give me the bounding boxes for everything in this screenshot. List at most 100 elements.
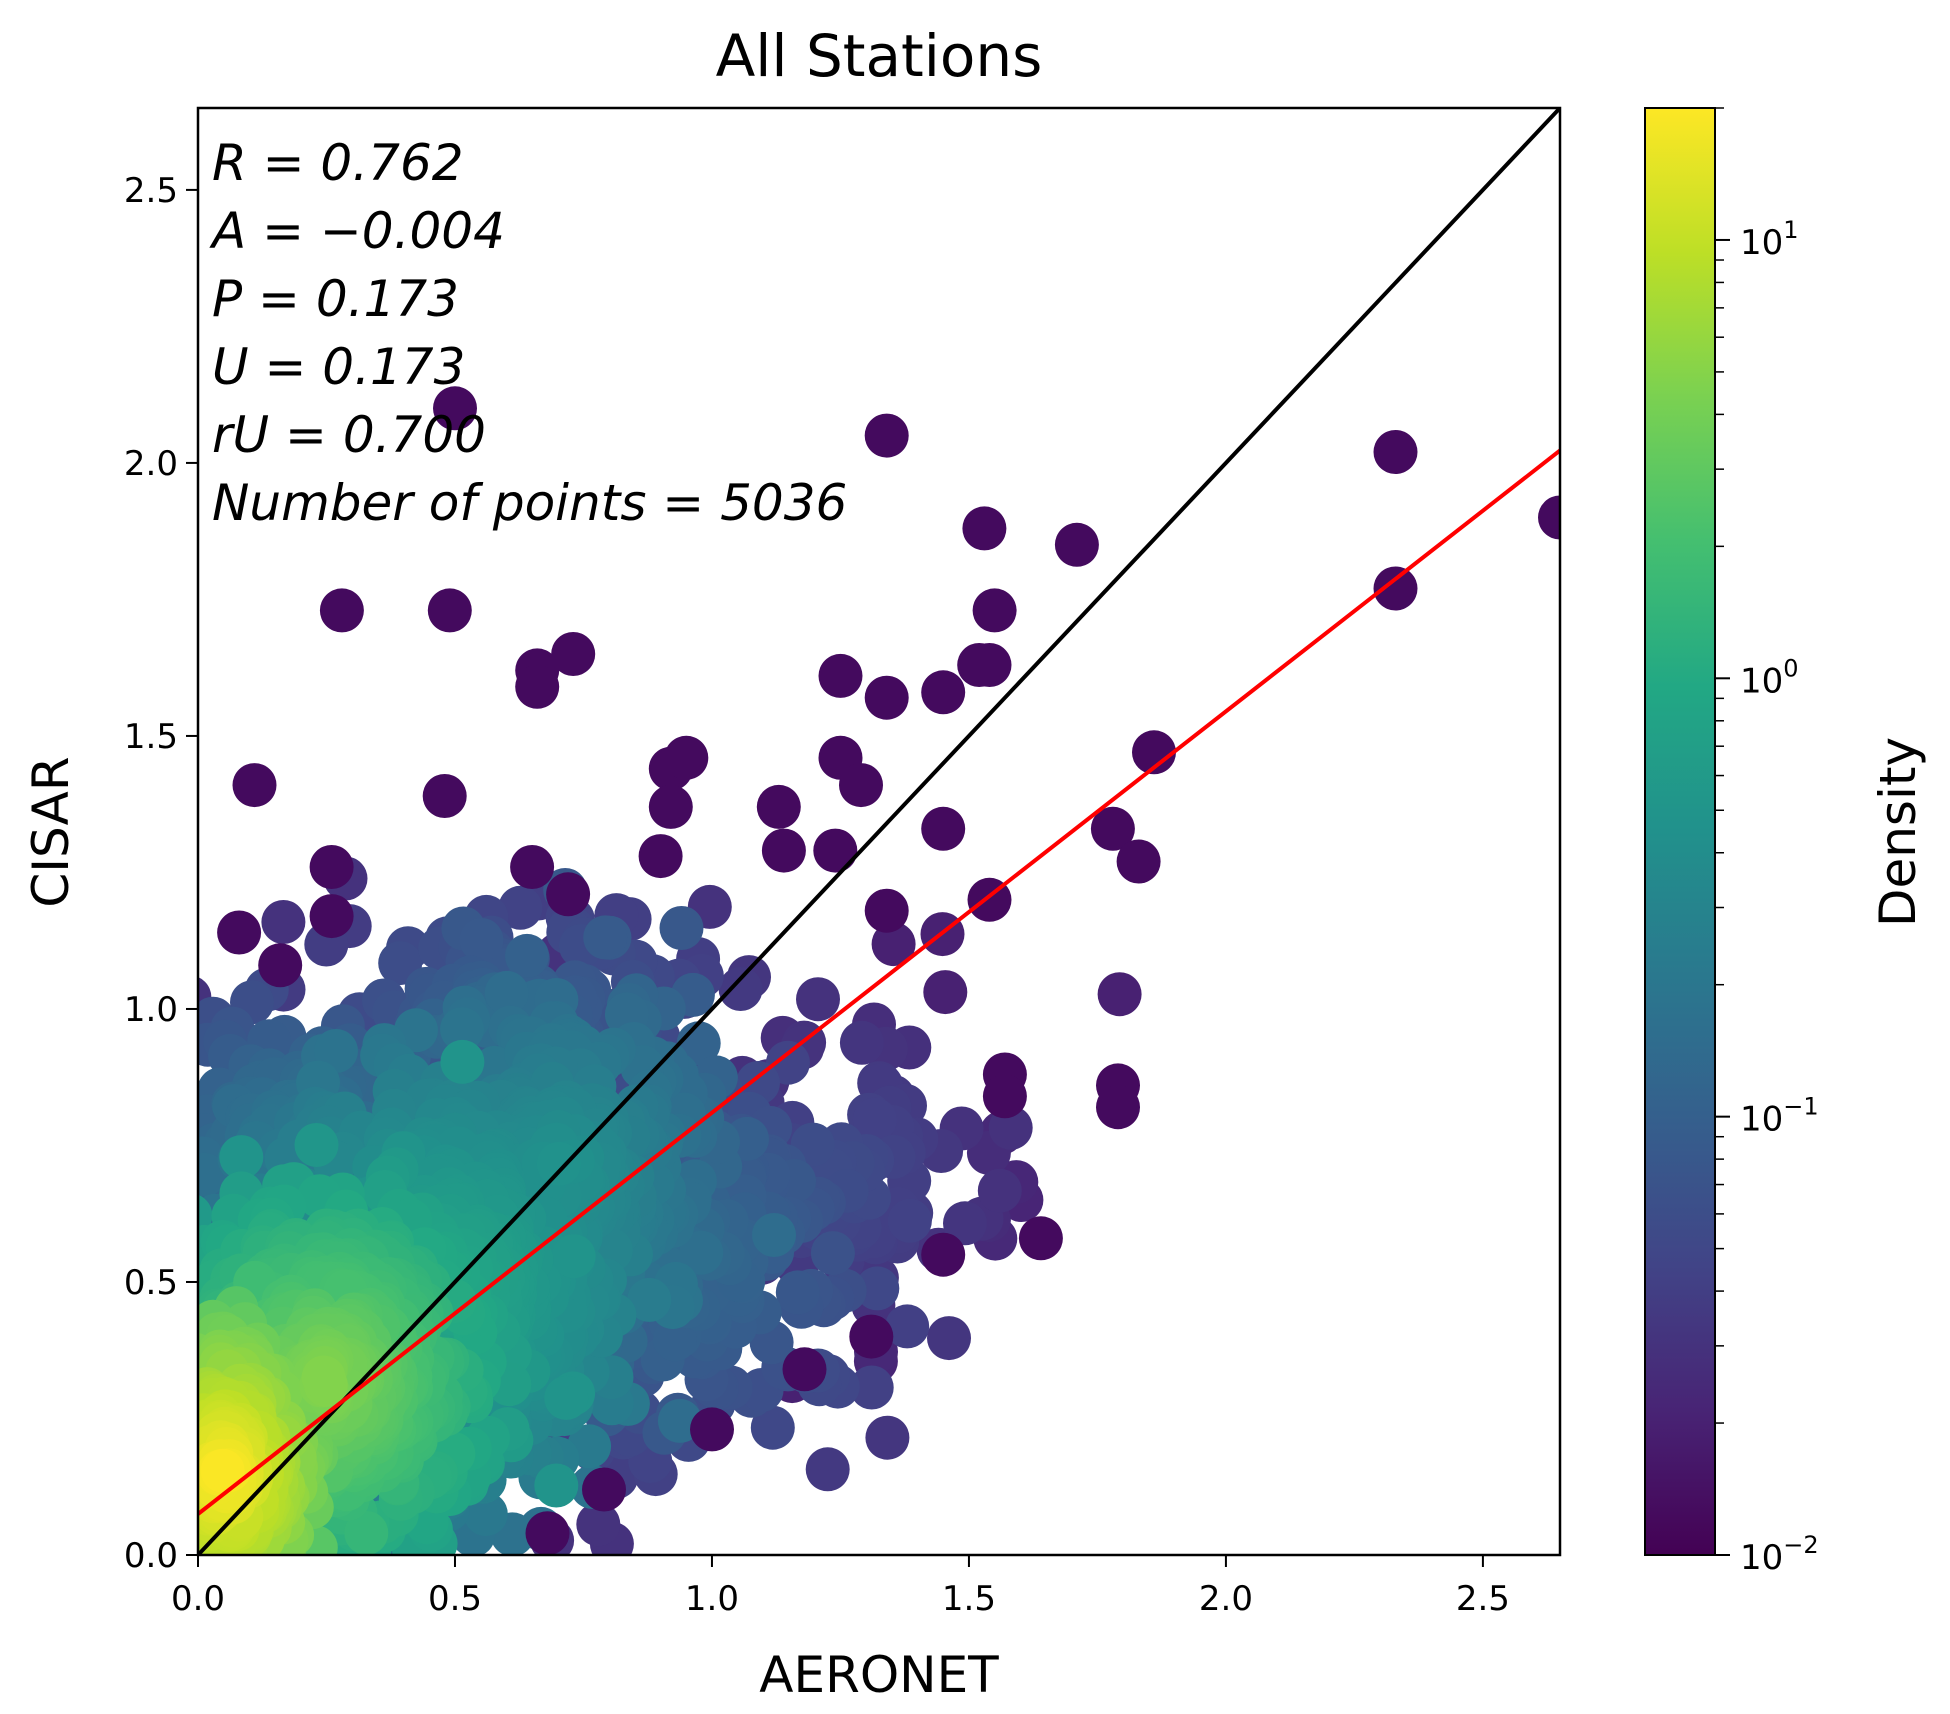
outlier-point — [551, 632, 596, 676]
data-point — [943, 1201, 987, 1246]
x-tick-label: 0.5 — [428, 1579, 482, 1619]
outlier-point — [761, 828, 806, 873]
data-point — [659, 906, 704, 950]
data-point — [505, 933, 549, 978]
data-point — [885, 1304, 930, 1349]
x-tick-label: 2.5 — [1456, 1579, 1510, 1619]
data-point — [1097, 972, 1142, 1017]
data-point — [839, 1020, 884, 1065]
data-point — [718, 967, 763, 1011]
one-to-one-line — [198, 108, 1560, 1555]
y-tick-label: 1.5 — [124, 717, 178, 757]
data-point — [750, 1405, 795, 1450]
x-tick-label: 1.5 — [942, 1579, 996, 1619]
data-point — [805, 1447, 850, 1492]
data-point — [923, 970, 968, 1015]
outlier-point — [818, 653, 863, 698]
y-tick-label: 2.5 — [124, 171, 178, 211]
outlier-point — [217, 910, 262, 955]
colorbar-tick-label: 100 — [1740, 654, 1799, 701]
colorbar-label: Density — [1869, 737, 1927, 927]
statistic-line: R = 0.762 — [212, 134, 464, 192]
data-point — [855, 1266, 900, 1311]
outlier-point — [427, 588, 472, 633]
y-axis-label: CISAR — [22, 756, 80, 907]
outlier-point — [972, 588, 1017, 633]
outlier-point — [525, 1511, 570, 1555]
data-point — [459, 918, 504, 962]
data-point — [849, 1365, 894, 1410]
outlier-point — [864, 888, 909, 933]
statistic-line: A = −0.004 — [209, 202, 505, 260]
outlier-point — [546, 872, 591, 917]
outlier-point — [515, 664, 560, 709]
data-point — [301, 1355, 346, 1400]
outlier-point — [921, 670, 966, 715]
outlier-point — [422, 774, 467, 818]
data-point — [871, 922, 916, 967]
scatter-points — [198, 386, 1560, 1555]
outlier-point — [921, 1232, 966, 1277]
data-point — [652, 1317, 697, 1362]
data-point — [440, 1007, 484, 1052]
data-point — [810, 1231, 855, 1276]
data-point — [752, 1213, 796, 1257]
outlier-point — [690, 1407, 734, 1452]
data-point — [576, 1502, 621, 1547]
outlier-point — [664, 735, 709, 780]
outlier-point — [756, 784, 801, 829]
colorbar-tick-label: 10−2 — [1740, 1531, 1819, 1578]
data-point — [294, 1123, 339, 1167]
x-tick-label: 2.0 — [1199, 1579, 1253, 1619]
y-tick-label: 0.5 — [124, 1263, 178, 1303]
data-point — [484, 970, 529, 1015]
data-point — [219, 1135, 264, 1180]
data-point — [977, 1168, 1022, 1213]
data-point — [544, 1375, 589, 1420]
y-tick-label: 0.0 — [124, 1536, 178, 1576]
outlier-point — [962, 506, 1007, 551]
data-point — [534, 1463, 579, 1508]
x-axis-ticks: 0.0 0.5 1.0 1.5 2.0 2.5 — [171, 1555, 1510, 1619]
outlier-point — [232, 763, 277, 808]
outlier-point — [1090, 806, 1135, 851]
colorbar-tick-label: 101 — [1740, 216, 1799, 263]
colorbar — [1644, 107, 1716, 1556]
outlier-point — [433, 386, 477, 431]
statistic-line: U = 0.173 — [212, 338, 465, 396]
outlier-point — [1018, 1216, 1063, 1261]
data-point — [627, 1277, 672, 1322]
outlier-point — [813, 828, 858, 873]
outlier-point — [849, 1314, 894, 1359]
outlier-point — [982, 1074, 1027, 1119]
data-point — [551, 1234, 596, 1279]
statistics-annotation: R = 0.762 A = −0.004 P = 0.173 U = 0.173 rU … — [209, 134, 847, 532]
chart-title: All Stations — [716, 22, 1043, 90]
outlier-point — [648, 784, 693, 829]
outlier-point — [638, 834, 683, 879]
outlier-point — [1054, 522, 1099, 567]
trend-lines — [198, 108, 1560, 1555]
x-axis-label: AERONET — [759, 1646, 999, 1704]
plot-area-frame — [196, 106, 1562, 1557]
outlier-point — [957, 643, 1002, 687]
data-point — [200, 1448, 245, 1493]
data-point — [852, 1097, 897, 1142]
y-axis-ticks: 0.0 0.5 1.0 1.5 2.0 2.5 — [124, 171, 198, 1576]
outlier-point — [782, 1347, 827, 1392]
outlier-point — [1116, 839, 1161, 884]
outlier-point — [309, 845, 354, 889]
outlier-point — [319, 588, 364, 633]
statistic-line: P = 0.173 — [212, 270, 459, 328]
data-point — [344, 1511, 389, 1555]
data-point — [498, 885, 543, 930]
x-tick-label: 1.0 — [685, 1579, 739, 1619]
data-point — [440, 1039, 485, 1084]
regression-line — [198, 448, 1560, 1516]
x-tick-label: 0.0 — [171, 1579, 225, 1619]
statistic-line: rU = 0.700 — [212, 406, 486, 464]
outlier-point — [921, 806, 966, 851]
outlier-point — [510, 845, 555, 889]
